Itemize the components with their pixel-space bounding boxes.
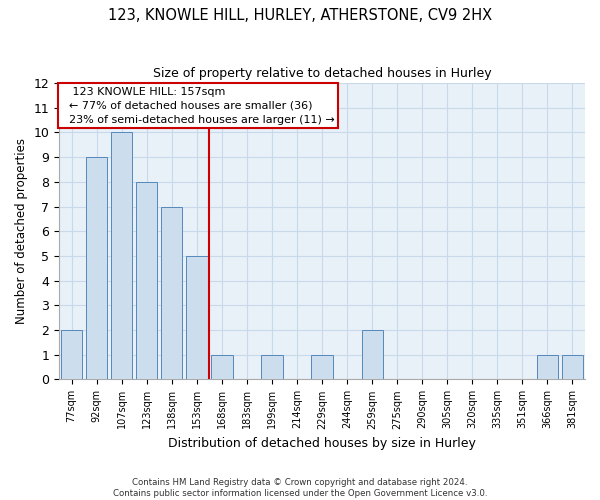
Y-axis label: Number of detached properties: Number of detached properties <box>15 138 28 324</box>
Text: Contains HM Land Registry data © Crown copyright and database right 2024.
Contai: Contains HM Land Registry data © Crown c… <box>113 478 487 498</box>
Bar <box>562 354 583 380</box>
Bar <box>186 256 208 380</box>
Bar <box>86 157 107 380</box>
Bar <box>211 354 233 380</box>
Bar <box>311 354 333 380</box>
Title: Size of property relative to detached houses in Hurley: Size of property relative to detached ho… <box>153 68 491 80</box>
Bar <box>111 132 133 380</box>
Bar <box>362 330 383 380</box>
Bar <box>136 182 157 380</box>
X-axis label: Distribution of detached houses by size in Hurley: Distribution of detached houses by size … <box>168 437 476 450</box>
Bar <box>61 330 82 380</box>
Bar <box>262 354 283 380</box>
Text: 123 KNOWLE HILL: 157sqm
  ← 77% of detached houses are smaller (36)
  23% of sem: 123 KNOWLE HILL: 157sqm ← 77% of detache… <box>62 87 334 125</box>
Bar <box>161 206 182 380</box>
Text: 123, KNOWLE HILL, HURLEY, ATHERSTONE, CV9 2HX: 123, KNOWLE HILL, HURLEY, ATHERSTONE, CV… <box>108 8 492 22</box>
Bar <box>537 354 558 380</box>
